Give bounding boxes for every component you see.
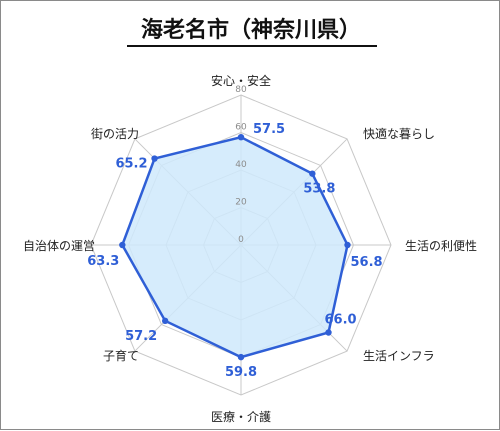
category-label-0: 安心・安全 — [211, 73, 271, 88]
data-point-1 — [309, 170, 316, 177]
data-point-2 — [344, 241, 351, 249]
data-point-4 — [237, 353, 245, 361]
category-label-1: 快適な暮らし — [363, 126, 435, 141]
tick-label-40: 40 — [235, 160, 247, 170]
category-label-6: 自治体の運営 — [23, 239, 95, 253]
data-point-6 — [119, 241, 126, 249]
category-label-5: 子育て — [103, 348, 139, 363]
value-label-5: 57.2 — [125, 329, 157, 344]
value-labels: 57.5 53.8 56.8 66.0 59.8 57.2 63.3 65.2 — [87, 122, 382, 380]
value-label-0: 57.5 — [253, 122, 285, 137]
value-label-4: 59.8 — [225, 365, 257, 380]
category-label-3: 生活インフラ — [363, 349, 435, 363]
chart-title: 海老名市（神奈川県） — [141, 17, 361, 43]
data-point-0 — [237, 133, 245, 141]
tick-label-0: 0 — [238, 235, 244, 245]
value-label-1: 53.8 — [303, 182, 335, 197]
value-label-2: 56.8 — [351, 255, 383, 270]
data-point-3 — [325, 329, 332, 336]
tick-label-60: 60 — [235, 123, 247, 133]
category-label-7: 街の活力 — [91, 127, 139, 141]
tick-label-20: 20 — [235, 198, 247, 208]
category-label-2: 生活の利便性 — [405, 239, 477, 253]
tick-label-80: 80 — [235, 85, 247, 95]
data-point-7 — [151, 155, 158, 162]
data-point-5 — [161, 317, 169, 325]
value-label-7: 65.2 — [115, 157, 147, 172]
data-series — [119, 133, 351, 361]
radial-tick-labels: 0 20 40 60 80 — [235, 85, 247, 245]
series-area — [120, 135, 349, 359]
category-label-4: 医療・介護 — [211, 409, 271, 424]
value-label-6: 63.3 — [87, 254, 119, 269]
value-label-3: 66.0 — [325, 313, 357, 328]
